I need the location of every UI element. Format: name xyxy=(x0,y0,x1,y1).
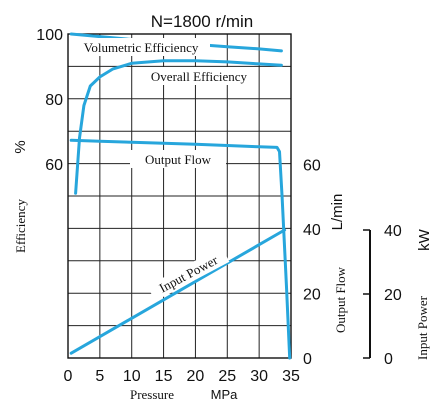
label-bg-overall-efficiency xyxy=(140,67,258,85)
label-bg-volumetric-efficiency xyxy=(72,38,210,56)
efficiency-tick-labels: 100 80 60 xyxy=(36,27,63,174)
x-tick-label: 0 xyxy=(64,368,73,385)
x-tick-label: 25 xyxy=(218,368,236,385)
power-axis-title: Input Power xyxy=(415,295,430,360)
power-tick-label: 0 xyxy=(384,351,393,368)
x-tick-label: 30 xyxy=(250,368,268,385)
plot-border xyxy=(67,33,292,359)
output-flow-tick-labels: 60 40 20 0 xyxy=(303,158,321,369)
flow-tick-label: 60 xyxy=(303,158,321,175)
label-bg-output-flow xyxy=(130,150,226,168)
flow-axis-title: Output Flow xyxy=(333,266,348,333)
efficiency-tick-label: 60 xyxy=(45,157,63,174)
flow-tick-label: 0 xyxy=(303,351,312,368)
x-tick-label: 35 xyxy=(282,368,300,385)
series-line-overall-efficiency xyxy=(74,59,283,195)
x-tick-label: 20 xyxy=(187,368,205,385)
power-tick-label: 20 xyxy=(384,287,402,304)
label-volumetric-efficiency: Volumetric Efficiency xyxy=(84,40,199,55)
grid-lines xyxy=(68,34,291,358)
series-line-input-power xyxy=(69,228,287,355)
x-tick-label: 15 xyxy=(155,368,173,385)
series-line-output-flow xyxy=(69,138,292,360)
flow-unit-label: L/min xyxy=(329,194,346,231)
x-axis-unit: MPa xyxy=(211,387,239,402)
x-axis-title: Pressure xyxy=(130,387,174,402)
flow-tick-label: 40 xyxy=(303,222,321,239)
efficiency-tick-label: 100 xyxy=(36,27,63,44)
power-tick-label: 40 xyxy=(384,223,402,240)
efficiency-tick-label: 80 xyxy=(45,92,63,109)
label-overall-efficiency: Overall Efficiency xyxy=(151,69,248,84)
x-tick-label: 10 xyxy=(123,368,141,385)
label-bg-input-power xyxy=(147,246,230,302)
label-output-flow: Output Flow xyxy=(145,152,212,167)
efficiency-unit-label: % xyxy=(12,140,29,153)
x-tick-label: 5 xyxy=(95,368,104,385)
series-lines xyxy=(69,32,292,360)
flow-tick-label: 20 xyxy=(303,287,321,304)
plot-frame xyxy=(67,33,292,359)
x-tick-labels: 0 5 10 15 20 25 30 35 xyxy=(64,368,300,385)
chart-title: N=1800 r/min xyxy=(151,12,254,31)
power-axis: 40 20 0 xyxy=(363,223,402,368)
power-unit-label: kW xyxy=(416,228,433,251)
efficiency-axis-title: Efficiency xyxy=(13,199,28,253)
